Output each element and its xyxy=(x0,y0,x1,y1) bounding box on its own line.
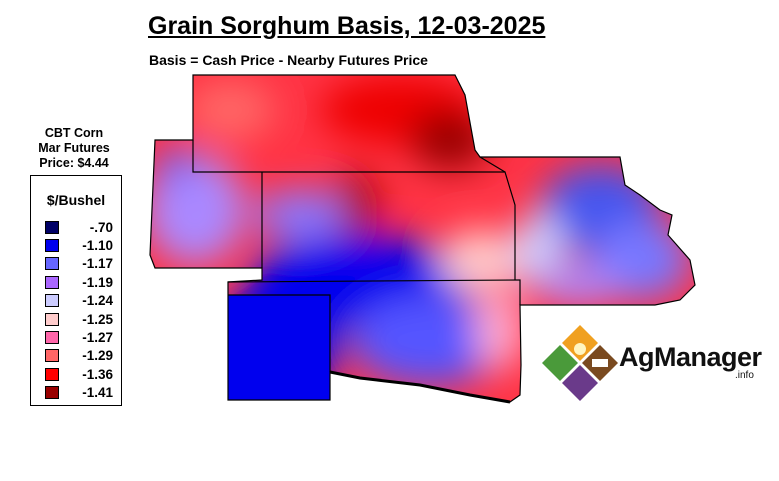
legend-swatch xyxy=(45,330,59,344)
legend-item: -1.24 xyxy=(45,293,113,309)
legend-item: -1.36 xyxy=(45,366,113,382)
legend-label: -1.36 xyxy=(82,366,113,382)
agmanager-suffix: .info xyxy=(735,370,754,381)
legend-item: -1.25 xyxy=(45,311,113,327)
legend-item: -.70 xyxy=(45,219,113,235)
legend-label: -1.27 xyxy=(82,329,113,345)
legend-item: -1.19 xyxy=(45,274,113,290)
futures-price-note: CBT Corn Mar Futures Price: $4.44 xyxy=(22,126,126,171)
legend-swatch xyxy=(45,349,59,363)
state-borders xyxy=(149,74,696,404)
legend-label: -1.10 xyxy=(82,237,113,253)
agmanager-logo xyxy=(542,325,618,401)
legend-label: -1.41 xyxy=(82,385,113,401)
legend-swatch xyxy=(45,386,59,400)
basis-surface xyxy=(150,75,695,402)
legend-item: -1.41 xyxy=(45,385,113,401)
legend-item: -1.17 xyxy=(45,256,113,272)
legend-swatch xyxy=(45,220,59,234)
map-title: Grain Sorghum Basis, 12-03-2025 xyxy=(148,12,546,40)
futures-line-2: Mar Futures xyxy=(38,141,110,155)
legend-label: -.70 xyxy=(89,219,113,235)
legend-label: -1.17 xyxy=(82,256,113,272)
legend-swatch xyxy=(45,294,59,308)
legend-item: -1.10 xyxy=(45,237,113,253)
legend-label: -1.24 xyxy=(82,293,113,309)
agmanager-wordmark: AgManager xyxy=(619,342,762,372)
legend-swatch xyxy=(45,312,59,326)
futures-line-1: CBT Corn xyxy=(44,126,104,140)
legend-label: -1.29 xyxy=(82,348,113,364)
legend-swatch xyxy=(45,238,59,252)
legend-item: -1.29 xyxy=(45,348,113,364)
futures-line-3: Price: $4.44 xyxy=(39,156,109,170)
map-subtitle: Basis = Cash Price - Nearby Futures Pric… xyxy=(149,52,428,68)
legend-swatch xyxy=(45,275,59,289)
map-legend: $/Bushel -.70 -1.10 -1.17 -1.19 -1.24 -1.25 -1… xyxy=(30,175,122,406)
legend-swatch xyxy=(45,367,59,381)
legend-label: -1.25 xyxy=(82,311,113,327)
legend-title: $/Bushel xyxy=(46,192,106,208)
legend-label: -1.19 xyxy=(82,274,113,290)
legend-item: -1.27 xyxy=(45,329,113,345)
legend-swatch xyxy=(45,257,59,271)
